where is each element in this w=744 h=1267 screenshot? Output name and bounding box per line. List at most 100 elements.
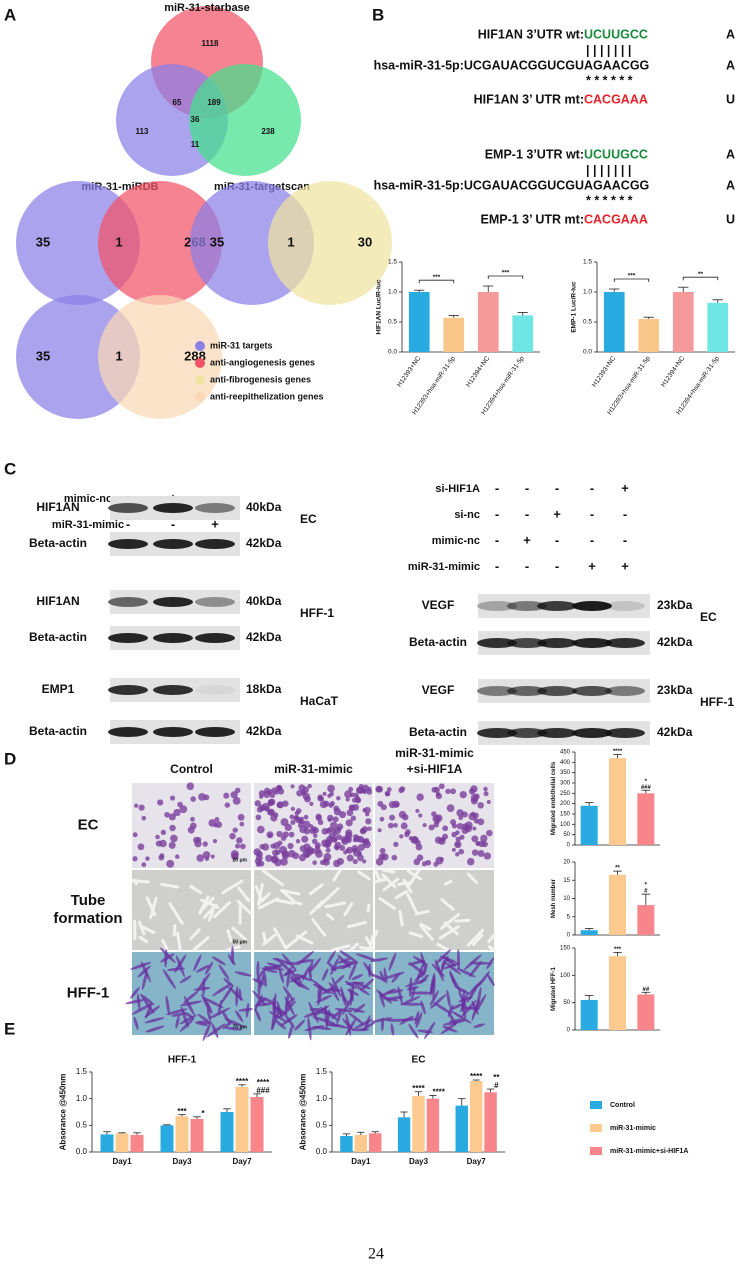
blot-band [195, 727, 235, 737]
condition-sign: - [555, 532, 559, 547]
y-tick-label: 20 [563, 860, 570, 866]
bar [580, 930, 598, 935]
cell [133, 1016, 139, 1030]
significance-label: *** [628, 273, 636, 280]
cell [312, 1025, 332, 1031]
cell [263, 791, 271, 798]
cell [429, 994, 447, 1009]
panel-label: B [372, 5, 384, 24]
tube [366, 903, 371, 913]
cell [412, 956, 428, 966]
tube [231, 926, 247, 941]
cell [190, 816, 195, 822]
tube [368, 934, 375, 951]
pairing: | | | | | | | [586, 43, 631, 57]
legend-swatch [195, 341, 205, 351]
cell [232, 827, 238, 833]
cell [190, 796, 196, 802]
cell [344, 980, 357, 989]
cell [317, 986, 323, 1006]
cell [486, 829, 493, 837]
cell [376, 989, 393, 1004]
cell [224, 802, 231, 808]
bar [100, 1134, 114, 1152]
cell [391, 972, 400, 983]
cell [379, 970, 386, 983]
tube [262, 931, 267, 943]
cell [224, 1018, 245, 1028]
cell [130, 986, 140, 999]
bar [580, 805, 598, 845]
cell [357, 843, 365, 851]
cell [203, 997, 224, 1009]
cell [389, 814, 396, 821]
tube [275, 898, 295, 905]
venn-count: 36 [191, 115, 200, 124]
tube [438, 925, 460, 940]
y-tick-label: 1.0 [316, 1094, 328, 1103]
cell [278, 968, 284, 984]
sequence: UCUUGCC [584, 27, 648, 41]
cell [300, 789, 307, 795]
cell [198, 793, 206, 801]
cell [458, 848, 465, 855]
cell [255, 1009, 261, 1022]
cell [218, 999, 223, 1014]
cell [307, 783, 312, 789]
cell [483, 786, 488, 792]
y-axis-label: Migrated HFF-1 [551, 967, 557, 1011]
venn-count: 1 [115, 348, 122, 363]
cell [254, 857, 262, 865]
cell [125, 999, 145, 1005]
blot-band [108, 597, 148, 607]
cell [410, 991, 434, 995]
legend-label: Control [610, 1102, 635, 1109]
protein-label: Beta-actin [29, 630, 87, 644]
x-tick-label: Day7 [232, 1157, 252, 1166]
blot-band [507, 638, 547, 648]
cell [415, 1012, 423, 1029]
y-axis-label: EMP-1 Luc/R-luc [570, 281, 577, 333]
cell [428, 824, 435, 831]
cell [182, 1011, 194, 1019]
cell [256, 825, 265, 834]
blot-band [108, 539, 148, 549]
cell [348, 1012, 364, 1025]
cell-label: EC [300, 512, 317, 526]
cell [431, 811, 437, 817]
cell [239, 843, 246, 850]
cell [346, 854, 354, 862]
cell [468, 788, 476, 795]
tube [285, 930, 308, 949]
bar [484, 1092, 497, 1152]
sequence-label: HIF1AN 3’ UTR mt: [474, 92, 584, 106]
cell [284, 993, 289, 1012]
cell [377, 828, 382, 833]
tube [168, 902, 184, 925]
cell [285, 962, 299, 966]
protein-label: Beta-actin [29, 536, 87, 550]
cell [434, 949, 452, 965]
cell [303, 843, 311, 851]
y-tick-label: 0.5 [316, 1120, 328, 1129]
row-label: formation [53, 910, 122, 927]
cell [206, 1023, 226, 1038]
cell [169, 824, 176, 832]
condition-sign: - [495, 558, 499, 573]
cell [213, 823, 218, 828]
cell [476, 987, 482, 1010]
y-tick-label: 0.0 [388, 349, 397, 356]
cell [256, 960, 260, 978]
tube [487, 933, 496, 944]
cell [469, 961, 491, 965]
cell-label: EC [700, 610, 717, 624]
annotation: *** [614, 947, 622, 953]
tube [189, 884, 200, 893]
scale-bar: 50 μm [233, 939, 248, 945]
sequence: A [726, 178, 735, 192]
blot-band [195, 539, 235, 549]
size-label: 42kDa [657, 635, 693, 649]
cell [227, 954, 236, 966]
blot-band [537, 601, 577, 611]
cell [327, 814, 334, 822]
